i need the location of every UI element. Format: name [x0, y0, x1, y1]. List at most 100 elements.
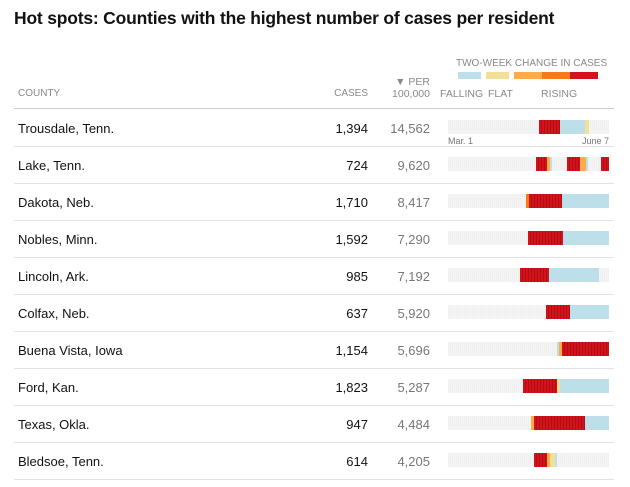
segment-flat: [584, 120, 590, 134]
trend-strip: [448, 379, 609, 393]
segment-rising3: [545, 305, 570, 319]
axis-start: Mar. 1: [448, 136, 474, 146]
sort-arrow-icon: ▼: [395, 76, 406, 88]
table-row: Colfax, Neb. 637 5,920: [14, 294, 614, 332]
segment-falling: [550, 157, 553, 171]
segment-falling: [569, 305, 609, 319]
header-rule: [14, 108, 614, 109]
per-100k-value: 8,417: [397, 195, 430, 210]
col-per-label: PER: [408, 76, 430, 88]
county-name: Lake, Tenn.: [18, 158, 85, 173]
legend-swatch-falling: [458, 72, 481, 79]
col-county: COUNTY: [18, 88, 61, 99]
trend-strip: [448, 231, 609, 245]
county-name: Buena Vista, Iowa: [18, 343, 123, 358]
legend-falling: FALLING: [440, 88, 484, 100]
segment-rising3: [600, 157, 609, 171]
segment-rising3: [527, 231, 564, 245]
segment-falling: [584, 416, 609, 430]
col-cases[interactable]: CASES: [334, 88, 368, 99]
segment-rising1: [547, 157, 551, 171]
segment-rising3: [522, 379, 557, 393]
county-name: Nobles, Minn.: [18, 232, 98, 247]
per-100k-value: 5,920: [397, 306, 430, 321]
per-100k-value: 7,290: [397, 232, 430, 247]
table-row: Lincoln, Ark. 985 7,192: [14, 257, 614, 295]
segment-rising1: [579, 157, 587, 171]
segment-rising3: [535, 157, 548, 171]
table-row: Dakota, Neb. 1,710 8,417: [14, 183, 614, 221]
per-100k-value: 9,620: [397, 158, 430, 173]
segment-falling: [563, 231, 609, 245]
cases-value: 614: [346, 454, 368, 469]
segment-flat: [550, 453, 556, 467]
segment-rising1: [530, 416, 535, 430]
county-name: Texas, Okla.: [18, 417, 90, 432]
legend-flat: FLAT: [488, 88, 513, 100]
col-per-label2: 100,000: [392, 88, 430, 100]
table-row: Buena Vista, Iowa 1,154 5,696: [14, 331, 614, 369]
legend-swatch-flat: [486, 72, 509, 79]
legend-title: TWO-WEEK CHANGE IN CASES: [456, 58, 608, 69]
trend-strip: [448, 194, 609, 208]
cases-value: 985: [346, 269, 368, 284]
segment-falling: [548, 268, 600, 282]
county-name: Ford, Kan.: [18, 380, 79, 395]
county-name: Dakota, Neb.: [18, 195, 94, 210]
trend-strip: [448, 453, 609, 467]
segment-falling: [560, 379, 609, 393]
segment-rising3: [519, 268, 549, 282]
table-row: Trousdale, Tenn. 1,394 14,562 Mar. 1 June…: [14, 109, 614, 147]
table-row: Lake, Tenn. 724 9,620: [14, 146, 614, 184]
legend-swatch-rising1: [514, 72, 542, 79]
segment-rising3: [561, 342, 609, 356]
table-row: Bledsoe, Tenn. 614 4,205: [14, 442, 614, 480]
cases-value: 1,710: [335, 195, 368, 210]
page-title: Hot spots: Counties with the highest num…: [14, 8, 555, 28]
cases-value: 724: [346, 158, 368, 173]
per-100k-value: 5,287: [397, 380, 430, 395]
per-100k-value: 7,192: [397, 269, 430, 284]
segment-flat: [556, 379, 561, 393]
col-per-100k[interactable]: ▼ PER 100,000: [392, 76, 430, 100]
trend-strip: [448, 416, 609, 430]
segment-falling: [560, 120, 585, 134]
segment-rising2: [526, 194, 530, 208]
trend-strip: [448, 305, 609, 319]
cases-value: 1,394: [335, 121, 368, 136]
per-100k-value: 5,696: [397, 343, 430, 358]
cases-value: 947: [346, 417, 368, 432]
segment-rising1: [558, 342, 562, 356]
county-name: Trousdale, Tenn.: [18, 121, 115, 136]
segment-falling: [561, 194, 609, 208]
legend-swatch-rising2: [542, 72, 570, 79]
segment-falling: [556, 342, 559, 356]
per-100k-value: 4,205: [397, 454, 430, 469]
segment-rising3: [534, 416, 585, 430]
table-row: Texas, Okla. 947 4,484: [14, 405, 614, 443]
segment-rising1: [547, 453, 551, 467]
axis-end: June 7: [582, 136, 610, 146]
trend-strip: [448, 120, 609, 134]
cases-value: 1,154: [335, 343, 368, 358]
county-name: Lincoln, Ark.: [18, 269, 89, 284]
segment-falling: [586, 157, 588, 171]
legend-swatch-rising3: [570, 72, 598, 79]
table-row: Ford, Kan. 1,823 5,287: [14, 368, 614, 406]
cases-value: 1,592: [335, 232, 368, 247]
county-name: Colfax, Neb.: [18, 306, 90, 321]
segment-falling: [555, 453, 557, 467]
segment-rising3: [566, 157, 580, 171]
trend-strip: [448, 157, 609, 171]
per-100k-value: 4,484: [397, 417, 430, 432]
table-row: Nobles, Minn. 1,592 7,290: [14, 220, 614, 258]
segment-rising3: [534, 453, 548, 467]
cases-value: 1,823: [335, 380, 368, 395]
per-100k-value: 14,562: [390, 121, 430, 136]
cases-value: 637: [346, 306, 368, 321]
segment-rising3: [529, 194, 562, 208]
legend-rising: RISING: [541, 88, 578, 100]
segment-rising3: [539, 120, 561, 134]
county-name: Bledsoe, Tenn.: [18, 454, 104, 469]
trend-strip: [448, 268, 609, 282]
